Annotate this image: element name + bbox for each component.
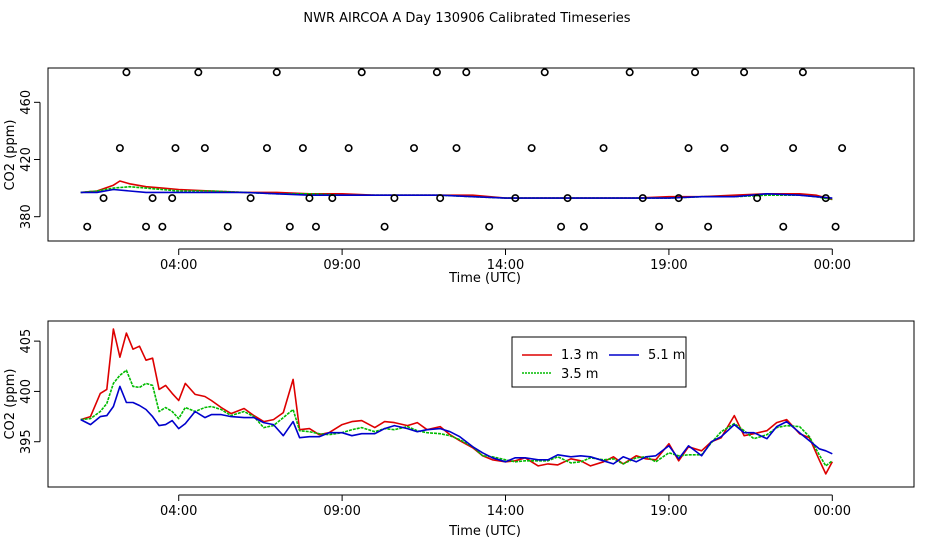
top-marker: [99, 194, 108, 203]
legend-label-3-5m: 3.5 m: [561, 367, 598, 382]
top-marker: [305, 194, 314, 203]
top-marker: [511, 194, 520, 203]
bottom-plot-frame: [47, 320, 915, 488]
top-marker: [540, 68, 549, 77]
top-plot-frame: [47, 67, 915, 242]
top-marker: [272, 68, 281, 77]
top-y-tick-label: 380: [19, 204, 34, 229]
top-marker: [563, 194, 572, 203]
top-y-tick-label: 460: [19, 90, 34, 115]
top-marker: [344, 144, 353, 153]
bottom-x-axis-label: Time (UTC): [448, 524, 521, 539]
top-marker: [485, 222, 494, 231]
top-marker: [200, 144, 209, 153]
top-x-axis-label: Time (UTC): [448, 271, 521, 286]
top-marker: [684, 144, 693, 153]
top-marker: [674, 194, 683, 203]
bottom-series-1-3-m: [80, 328, 834, 475]
top-x-tick-label: 14:00: [487, 258, 524, 273]
top-marker: [599, 144, 608, 153]
bottom-x-tick-label: 00:00: [814, 504, 851, 519]
top-marker: [625, 68, 634, 77]
top-panel: 04:00 09:00 14:00 19:00 00:00 380 420 460 Time …: [3, 67, 915, 286]
top-marker: [638, 194, 647, 203]
top-x-tick-label: 19:00: [650, 258, 687, 273]
top-y-tick-label: 420: [19, 147, 34, 172]
top-marker: [720, 144, 729, 153]
top-marker: [380, 222, 389, 231]
top-marker: [262, 144, 271, 153]
bottom-axes: 04:00 09:00 14:00 19:00 00:00 395 400 405: [19, 329, 851, 519]
top-marker: [527, 144, 536, 153]
chart-title: NWR AIRCOA A Day 130906 Calibrated Times…: [303, 11, 630, 26]
top-marker: [311, 222, 320, 231]
top-x-tick-label: 09:00: [323, 258, 360, 273]
top-x-tick-label: 04:00: [160, 258, 197, 273]
top-y-axis-label: CO2 (ppm): [3, 119, 18, 190]
top-marker: [158, 222, 167, 231]
top-marker: [691, 68, 700, 77]
top-marker: [328, 194, 337, 203]
top-marker: [831, 222, 840, 231]
top-marker: [246, 194, 255, 203]
top-marker: [779, 222, 788, 231]
top-marker: [821, 194, 830, 203]
legend: 1.3 m 3.5 m 5.1 m: [511, 336, 687, 388]
top-marker: [655, 222, 664, 231]
top-marker: [298, 144, 307, 153]
top-marker: [432, 68, 441, 77]
legend-label-1-3m: 1.3 m: [561, 348, 598, 363]
top-marker: [838, 144, 847, 153]
top-marker: [122, 68, 131, 77]
top-series-group: [80, 180, 833, 201]
top-marker: [798, 68, 807, 77]
bottom-y-tick-label: 405: [19, 329, 34, 354]
top-marker: [115, 144, 124, 153]
bottom-series-group: [80, 328, 834, 475]
bottom-panel: 04:00 09:00 14:00 19:00 00:00 395 400 405 Time …: [3, 320, 915, 539]
top-marker: [410, 144, 419, 153]
top-marker: [789, 144, 798, 153]
bottom-y-tick-label: 395: [19, 429, 34, 454]
top-marker: [452, 144, 461, 153]
top-marker: [171, 144, 180, 153]
top-marker: [194, 68, 203, 77]
top-marker: [557, 222, 566, 231]
top-marker: [704, 222, 713, 231]
top-marker: [83, 222, 92, 231]
top-marker: [223, 222, 232, 231]
top-marker: [148, 194, 157, 203]
bottom-x-tick-label: 09:00: [323, 504, 360, 519]
top-marker: [579, 222, 588, 231]
bottom-y-axis-label: CO2 (ppm): [3, 368, 18, 439]
top-marker: [740, 68, 749, 77]
top-marker: [462, 68, 471, 77]
bottom-x-tick-label: 04:00: [160, 504, 197, 519]
bottom-x-tick-label: 14:00: [487, 504, 524, 519]
bottom-series-3-5-m: [80, 369, 833, 467]
top-markers-group: [83, 68, 847, 231]
top-x-tick-label: 00:00: [814, 258, 851, 273]
top-marker: [142, 222, 151, 231]
bottom-x-tick-label: 19:00: [650, 504, 687, 519]
legend-box: [511, 336, 687, 388]
top-marker: [357, 68, 366, 77]
legend-label-5-1m: 5.1 m: [648, 348, 685, 363]
top-axes: 04:00 09:00 14:00 19:00 00:00 380 420 460: [19, 90, 851, 273]
bottom-series-5-1-m: [80, 385, 833, 465]
top-marker: [436, 194, 445, 203]
bottom-y-tick-label: 400: [19, 379, 34, 404]
top-marker: [168, 194, 177, 203]
top-marker: [285, 222, 294, 231]
top-marker: [753, 194, 762, 203]
top-marker: [390, 194, 399, 203]
